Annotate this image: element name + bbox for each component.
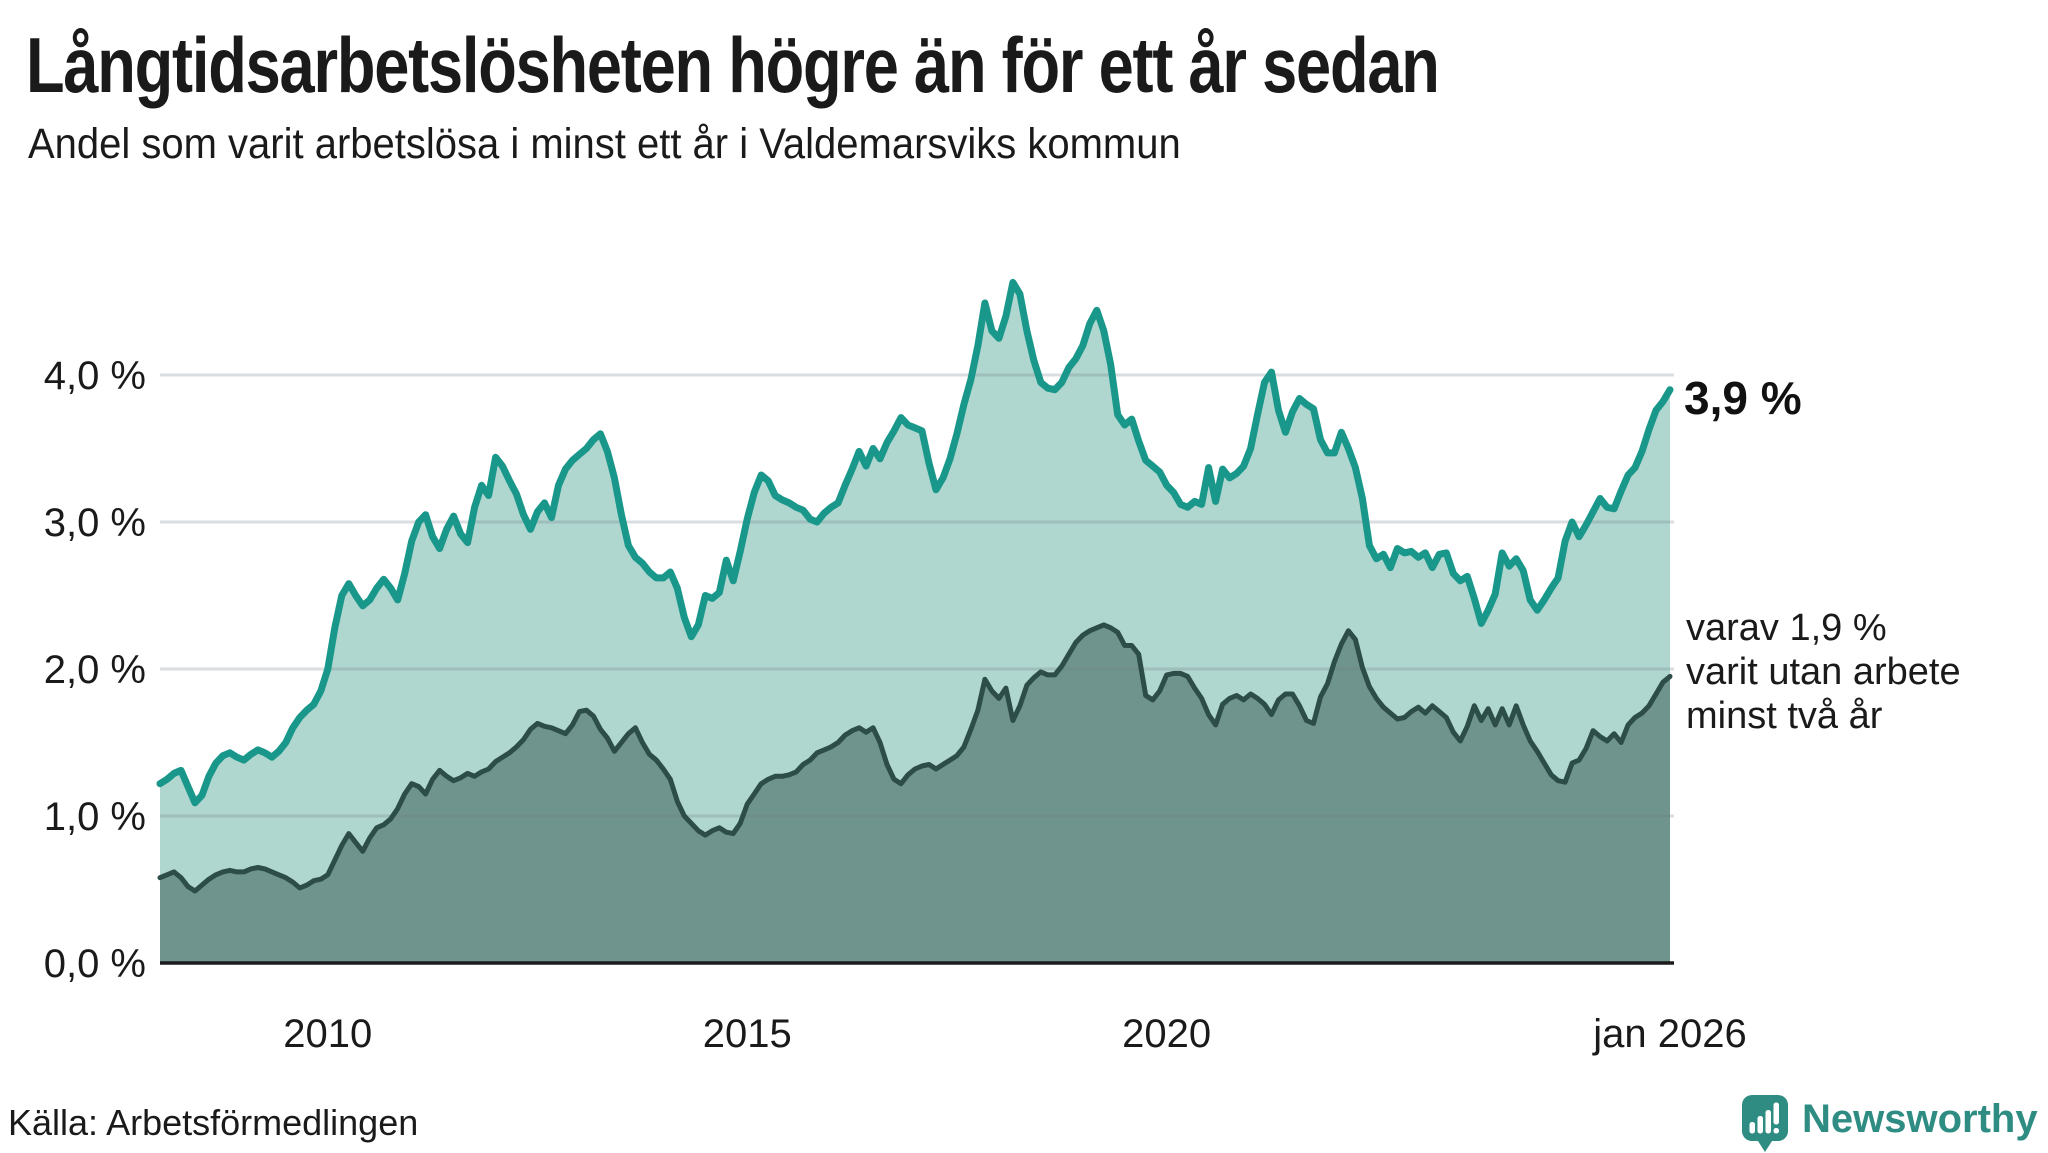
newsworthy-bar-chart-bubble-icon [1742, 1095, 1788, 1152]
two-year-line [157, 622, 1673, 894]
y-axis-tick-label: 2,0 % [44, 648, 146, 692]
y-axis-tick-label: 4,0 % [44, 354, 146, 398]
two-year-series-annotation: varav 1,9 % varit utan arbete minst två … [1686, 606, 1961, 738]
source-credit: Källa: Arbetsförmedlingen [8, 1102, 419, 1143]
y-axis-tick-label: 0,0 % [44, 942, 146, 986]
newsworthy-logo: Newsworthy [1742, 1095, 2038, 1153]
one-year-line [156, 278, 1674, 807]
series-end-value-label: 3,9 % [1684, 372, 1802, 424]
x-axis-tick-label: 2020 [1122, 1012, 1211, 1056]
annotation-line: varav 1,9 % [1686, 607, 1887, 649]
annotation-line: varit utan arbete [1686, 651, 1961, 693]
x-axis-tick-label: 2015 [703, 1012, 792, 1056]
x-axis-tick-label: jan 2026 [1592, 1012, 1746, 1056]
page-subtitle: Andel som varit arbetslösa i minst ett å… [28, 120, 1181, 168]
two-year-area-fill [160, 624, 1670, 963]
page-title: Långtidsarbetslösheten högre än för ett … [26, 21, 1440, 109]
newsworthy-logo-text: Newsworthy [1802, 1097, 2038, 1141]
annotation-line: minst två år [1686, 695, 1883, 737]
x-axis-tick-label: 2010 [283, 1012, 372, 1056]
y-axis-tick-label: 3,0 % [44, 501, 146, 545]
y-axis-tick-label: 1,0 % [44, 795, 146, 839]
